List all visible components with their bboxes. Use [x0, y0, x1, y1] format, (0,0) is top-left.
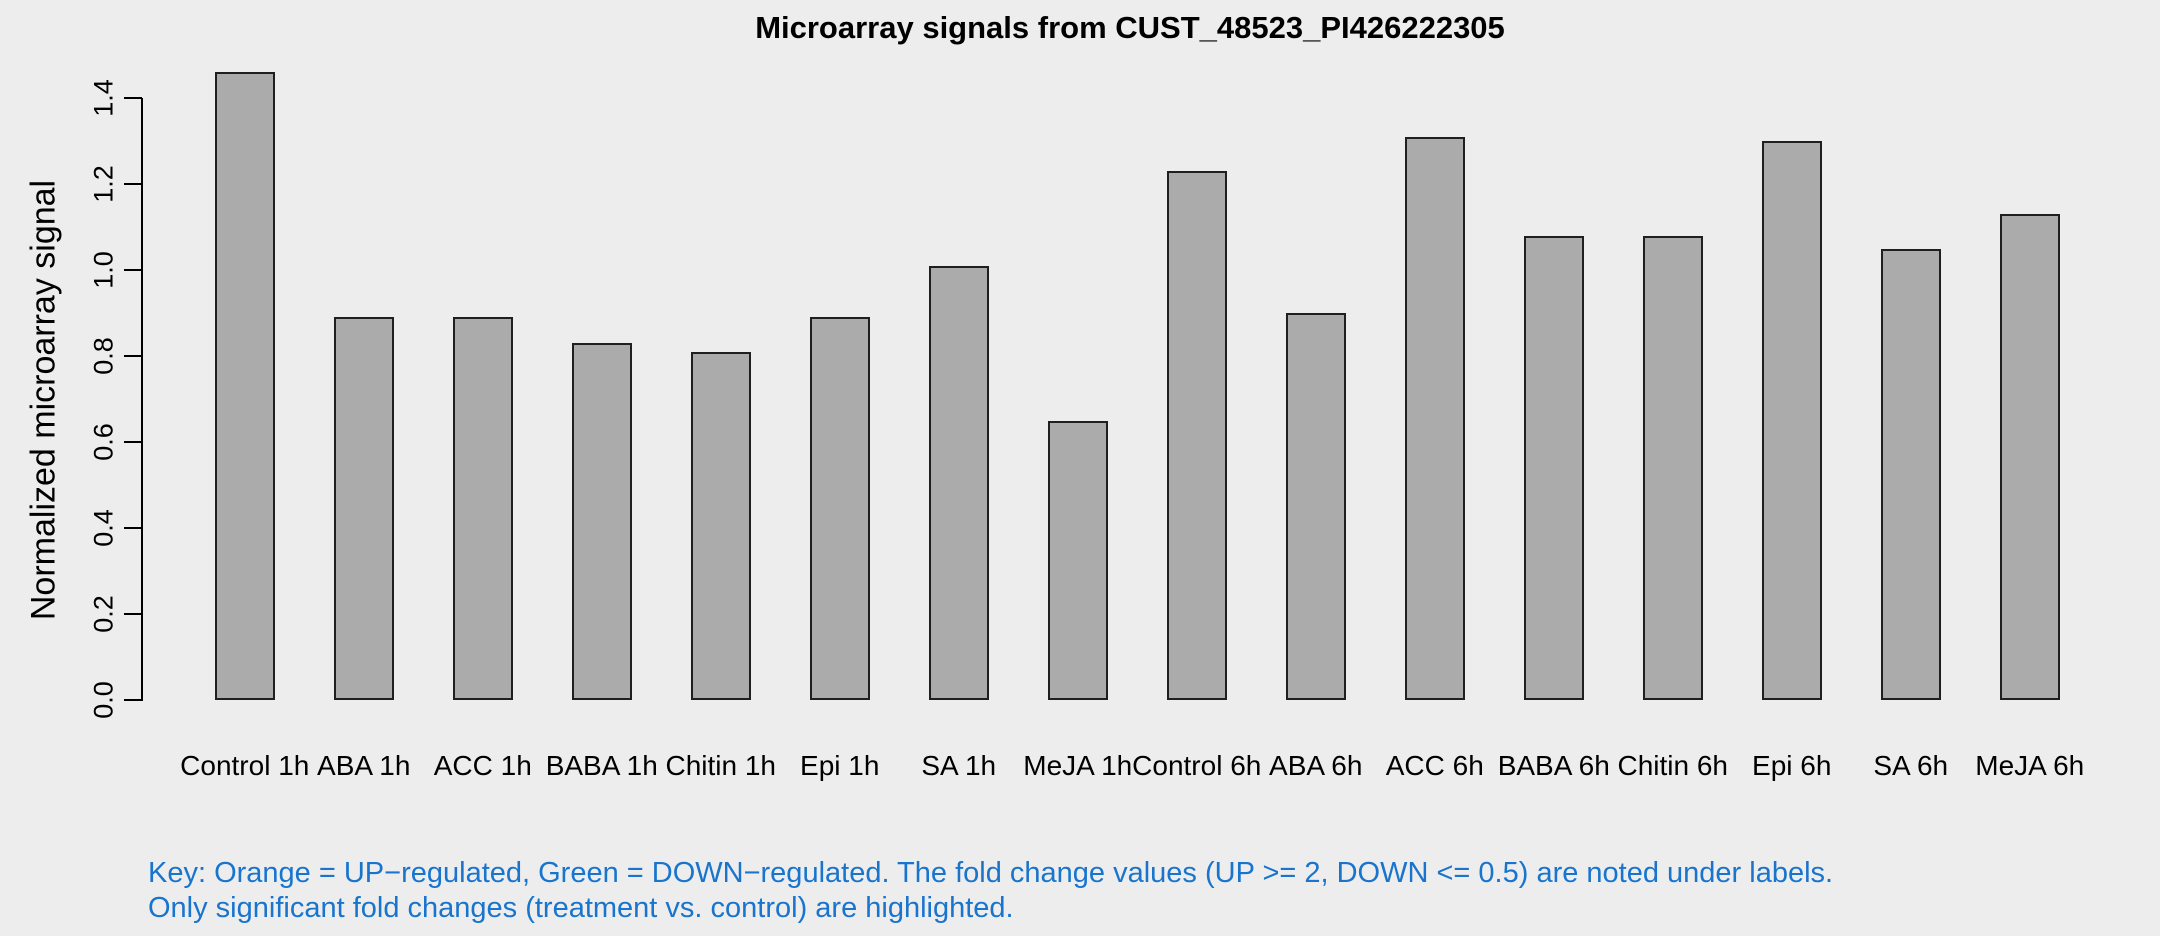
- key-note: Key: Orange = UP−regulated, Green = DOWN…: [148, 856, 1833, 926]
- bar-chitin-6h: [1643, 235, 1703, 700]
- y-tick-mark: [124, 613, 142, 615]
- y-tick-mark: [124, 269, 142, 271]
- y-tick-mark: [124, 355, 142, 357]
- bar-meja-1h: [1048, 420, 1108, 700]
- x-label-text: Chitin 6h: [1617, 750, 1729, 781]
- y-tick-mark: [124, 183, 142, 185]
- y-tick-label-text: 1.4: [88, 79, 119, 117]
- bar-epi-1h: [810, 317, 870, 700]
- key-note-line-2: Only significant fold changes (treatment…: [148, 892, 1014, 924]
- x-label-text: ACC 1h: [433, 750, 532, 781]
- bar-acc-6h: [1405, 136, 1465, 700]
- y-tick-label-text: 0.8: [88, 337, 119, 375]
- x-label-text: BABA 6h: [1497, 750, 1610, 781]
- x-label-text: Epi 6h: [1752, 750, 1832, 781]
- bar-acc-1h: [453, 317, 513, 700]
- bar-control-6h: [1167, 171, 1227, 700]
- y-tick-mark: [124, 97, 142, 99]
- x-label-text: Control 1h: [180, 750, 310, 781]
- bar-chitin-1h: [691, 351, 751, 700]
- y-axis-title-text: Normalized microarray signal: [24, 179, 63, 621]
- x-label-text: MeJA 6h: [1975, 750, 2085, 781]
- bar-baba-1h: [572, 343, 632, 700]
- bar-epi-6h: [1762, 141, 1822, 700]
- y-axis-line: [141, 98, 143, 701]
- y-tick-mark: [124, 441, 142, 443]
- y-tick-mark: [124, 527, 142, 529]
- x-label-text: BABA 1h: [545, 750, 658, 781]
- bar-sa-1h: [929, 265, 989, 700]
- y-tick-label-text: 0.2: [88, 595, 119, 633]
- x-label-text: SA 1h: [921, 750, 997, 781]
- x-label-text: SA 6h: [1873, 750, 1949, 781]
- bar-control-1h: [215, 72, 275, 700]
- bar-aba-1h: [334, 317, 394, 700]
- y-tick-label-text: 0.6: [88, 423, 119, 461]
- bar-sa-6h: [1881, 248, 1941, 700]
- x-label-text: Epi 1h: [800, 750, 880, 781]
- bar-meja-6h: [2000, 214, 2060, 700]
- key-note-line-1: Key: Orange = UP−regulated, Green = DOWN…: [148, 857, 1834, 889]
- x-label-text: Control 6h: [1132, 750, 1262, 781]
- x-label-text: ACC 6h: [1385, 750, 1484, 781]
- y-tick-label-text: 0.4: [88, 509, 119, 547]
- x-label-text: ABA 6h: [1269, 750, 1363, 781]
- y-tick-mark: [124, 699, 142, 701]
- chart-title: Microarray signals from CUST_48523_PI426…: [755, 10, 1505, 45]
- y-tick-label-text: 1.0: [88, 251, 119, 289]
- bar-baba-6h: [1524, 235, 1584, 700]
- y-tick-label-text: 1.2: [88, 165, 119, 203]
- x-label-text: Chitin 1h: [665, 750, 777, 781]
- x-label-text: ABA 1h: [317, 750, 411, 781]
- x-label-text: MeJA 1h: [1023, 750, 1133, 781]
- bar-aba-6h: [1286, 313, 1346, 700]
- y-tick-label-text: 0.0: [88, 681, 119, 719]
